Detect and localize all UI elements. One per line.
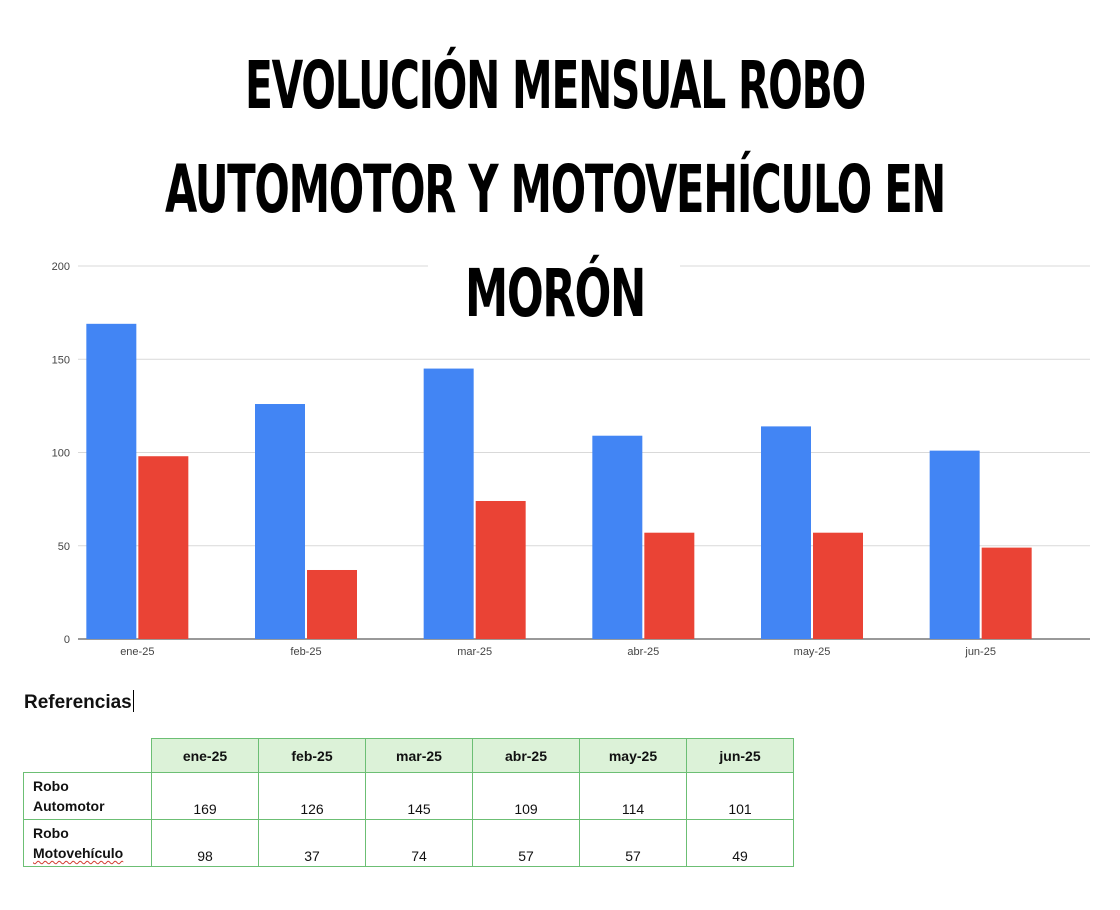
column-header-ene-25: ene-25 xyxy=(151,738,259,773)
table-cell: 114 xyxy=(579,772,687,820)
column-header-may-25: may-25 xyxy=(579,738,687,773)
table-corner-cell xyxy=(23,738,152,773)
bar-automotor-ene-25 xyxy=(86,323,137,639)
y-tick-label: 50 xyxy=(58,541,70,553)
table-cell: 109 xyxy=(472,772,580,820)
chart-title: EVOLUCIÓN MENSUAL ROBO AUTOMOTOR Y MOTOVE… xyxy=(165,47,947,332)
x-tick-label: abr-25 xyxy=(627,646,659,658)
bar-motovehiculo-abr-25 xyxy=(644,532,695,639)
row-header: Robo Motovehículo xyxy=(23,819,152,867)
table-cell: 37 xyxy=(258,819,366,867)
column-header-feb-25: feb-25 xyxy=(258,738,366,773)
title-line-1: EVOLUCIÓN MENSUAL ROBO xyxy=(245,47,865,124)
table-header-row: ene-25 feb-25 mar-25 abr-25 may-25 jun-25 xyxy=(23,738,794,773)
x-tick-label: may-25 xyxy=(794,646,831,658)
bar-motovehiculo-ene-25 xyxy=(138,456,189,639)
column-header-jun-25: jun-25 xyxy=(686,738,794,773)
table-cell: 74 xyxy=(365,819,473,867)
table-row: Robo Automotor 169 126 145 109 114 101 xyxy=(23,772,794,820)
title-line-3: MORÓN xyxy=(465,255,645,332)
title-background xyxy=(428,240,680,328)
bar-automotor-abr-25 xyxy=(592,435,643,639)
row-header-line: Robo xyxy=(33,778,69,794)
y-tick-label: 100 xyxy=(52,448,70,460)
y-axis-ticks: 0 50 100 150 200 xyxy=(52,261,70,646)
bar-motovehiculo-mar-25 xyxy=(475,500,526,639)
references-title: Referencias xyxy=(24,692,132,713)
row-header: Robo Automotor xyxy=(23,772,152,820)
table-cell: 98 xyxy=(151,819,259,867)
row-header-line: Automotor xyxy=(33,798,105,814)
bars xyxy=(86,323,1032,639)
column-header-mar-25: mar-25 xyxy=(365,738,473,773)
table-cell: 57 xyxy=(472,819,580,867)
bar-motovehiculo-jun-25 xyxy=(981,547,1032,639)
y-tick-label: 0 xyxy=(64,634,70,646)
bar-automotor-mar-25 xyxy=(423,368,474,639)
table-cell: 169 xyxy=(151,772,259,820)
table-cell: 49 xyxy=(686,819,794,867)
table-cell: 57 xyxy=(579,819,687,867)
bar-motovehiculo-may-25 xyxy=(813,532,863,639)
x-axis-ticks: ene-25 feb-25 mar-25 abr-25 may-25 jun-25 xyxy=(120,646,996,658)
table-cell: 126 xyxy=(258,772,366,820)
table-cell: 101 xyxy=(686,772,794,820)
row-header-line: Motovehículo xyxy=(33,845,124,861)
bar-chart: 0 50 100 150 200 ene-25 feb-25 mar-25 abr-25 may… xyxy=(52,47,1090,658)
title-line-2: AUTOMOTOR Y MOTOVEHÍCULO EN xyxy=(165,150,945,228)
bar-automotor-jun-25 xyxy=(929,450,980,639)
table-body: Robo Automotor 169 126 145 109 114 101 Robo Motov… xyxy=(23,772,794,867)
y-tick-label: 200 xyxy=(52,261,70,273)
column-header-abr-25: abr-25 xyxy=(472,738,580,773)
x-tick-label: jun-25 xyxy=(964,646,996,658)
x-tick-label: feb-25 xyxy=(290,646,321,658)
references-table: ene-25 feb-25 mar-25 abr-25 may-25 jun-25 Rob… xyxy=(23,738,794,867)
y-tick-label: 150 xyxy=(52,354,70,366)
x-tick-label: mar-25 xyxy=(457,646,492,658)
row-header-line: Robo xyxy=(33,825,69,841)
bar-automotor-feb-25 xyxy=(255,404,305,639)
bar-motovehiculo-feb-25 xyxy=(307,569,357,639)
table-cell: 145 xyxy=(365,772,473,820)
x-tick-label: ene-25 xyxy=(120,646,154,658)
bar-automotor-may-25 xyxy=(761,426,811,639)
table-row: Robo Motovehículo 98 37 74 57 57 49 xyxy=(23,819,794,867)
